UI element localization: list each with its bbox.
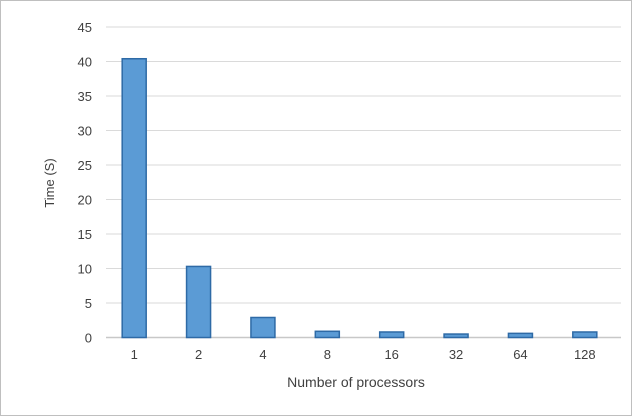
y-tick-label: 10 — [78, 262, 92, 277]
y-tick-label: 0 — [85, 331, 92, 346]
bar-1 — [121, 57, 147, 339]
x-tick-label: 16 — [384, 347, 398, 362]
x-tick-label: 4 — [259, 347, 266, 362]
y-tick-label: 25 — [78, 158, 92, 173]
x-tick-label: 1 — [131, 347, 138, 362]
y-tick-label: 20 — [78, 193, 92, 208]
y-tick-label: 35 — [78, 89, 92, 104]
x-tick-label: 2 — [195, 347, 202, 362]
y-tick-label: 40 — [78, 55, 92, 70]
y-axis-label: Time (S) — [42, 158, 57, 207]
bar-32 — [443, 333, 469, 339]
x-tick-label: 64 — [513, 347, 527, 362]
y-tick-label: 15 — [78, 227, 92, 242]
x-tick-label: 8 — [324, 347, 331, 362]
y-tick-label: 5 — [85, 296, 92, 311]
bar-16 — [378, 331, 405, 339]
y-tick-label: 30 — [78, 124, 92, 139]
x-tick-label: 32 — [449, 347, 463, 362]
x-tick-label: 128 — [574, 347, 596, 362]
bar-4 — [250, 316, 276, 339]
x-axis-label: Number of processors — [287, 374, 425, 390]
bar-8 — [314, 330, 341, 339]
y-tick-label: 45 — [78, 20, 92, 35]
bar-128 — [572, 331, 598, 339]
bar-2 — [185, 265, 212, 339]
bar-64 — [507, 332, 534, 339]
